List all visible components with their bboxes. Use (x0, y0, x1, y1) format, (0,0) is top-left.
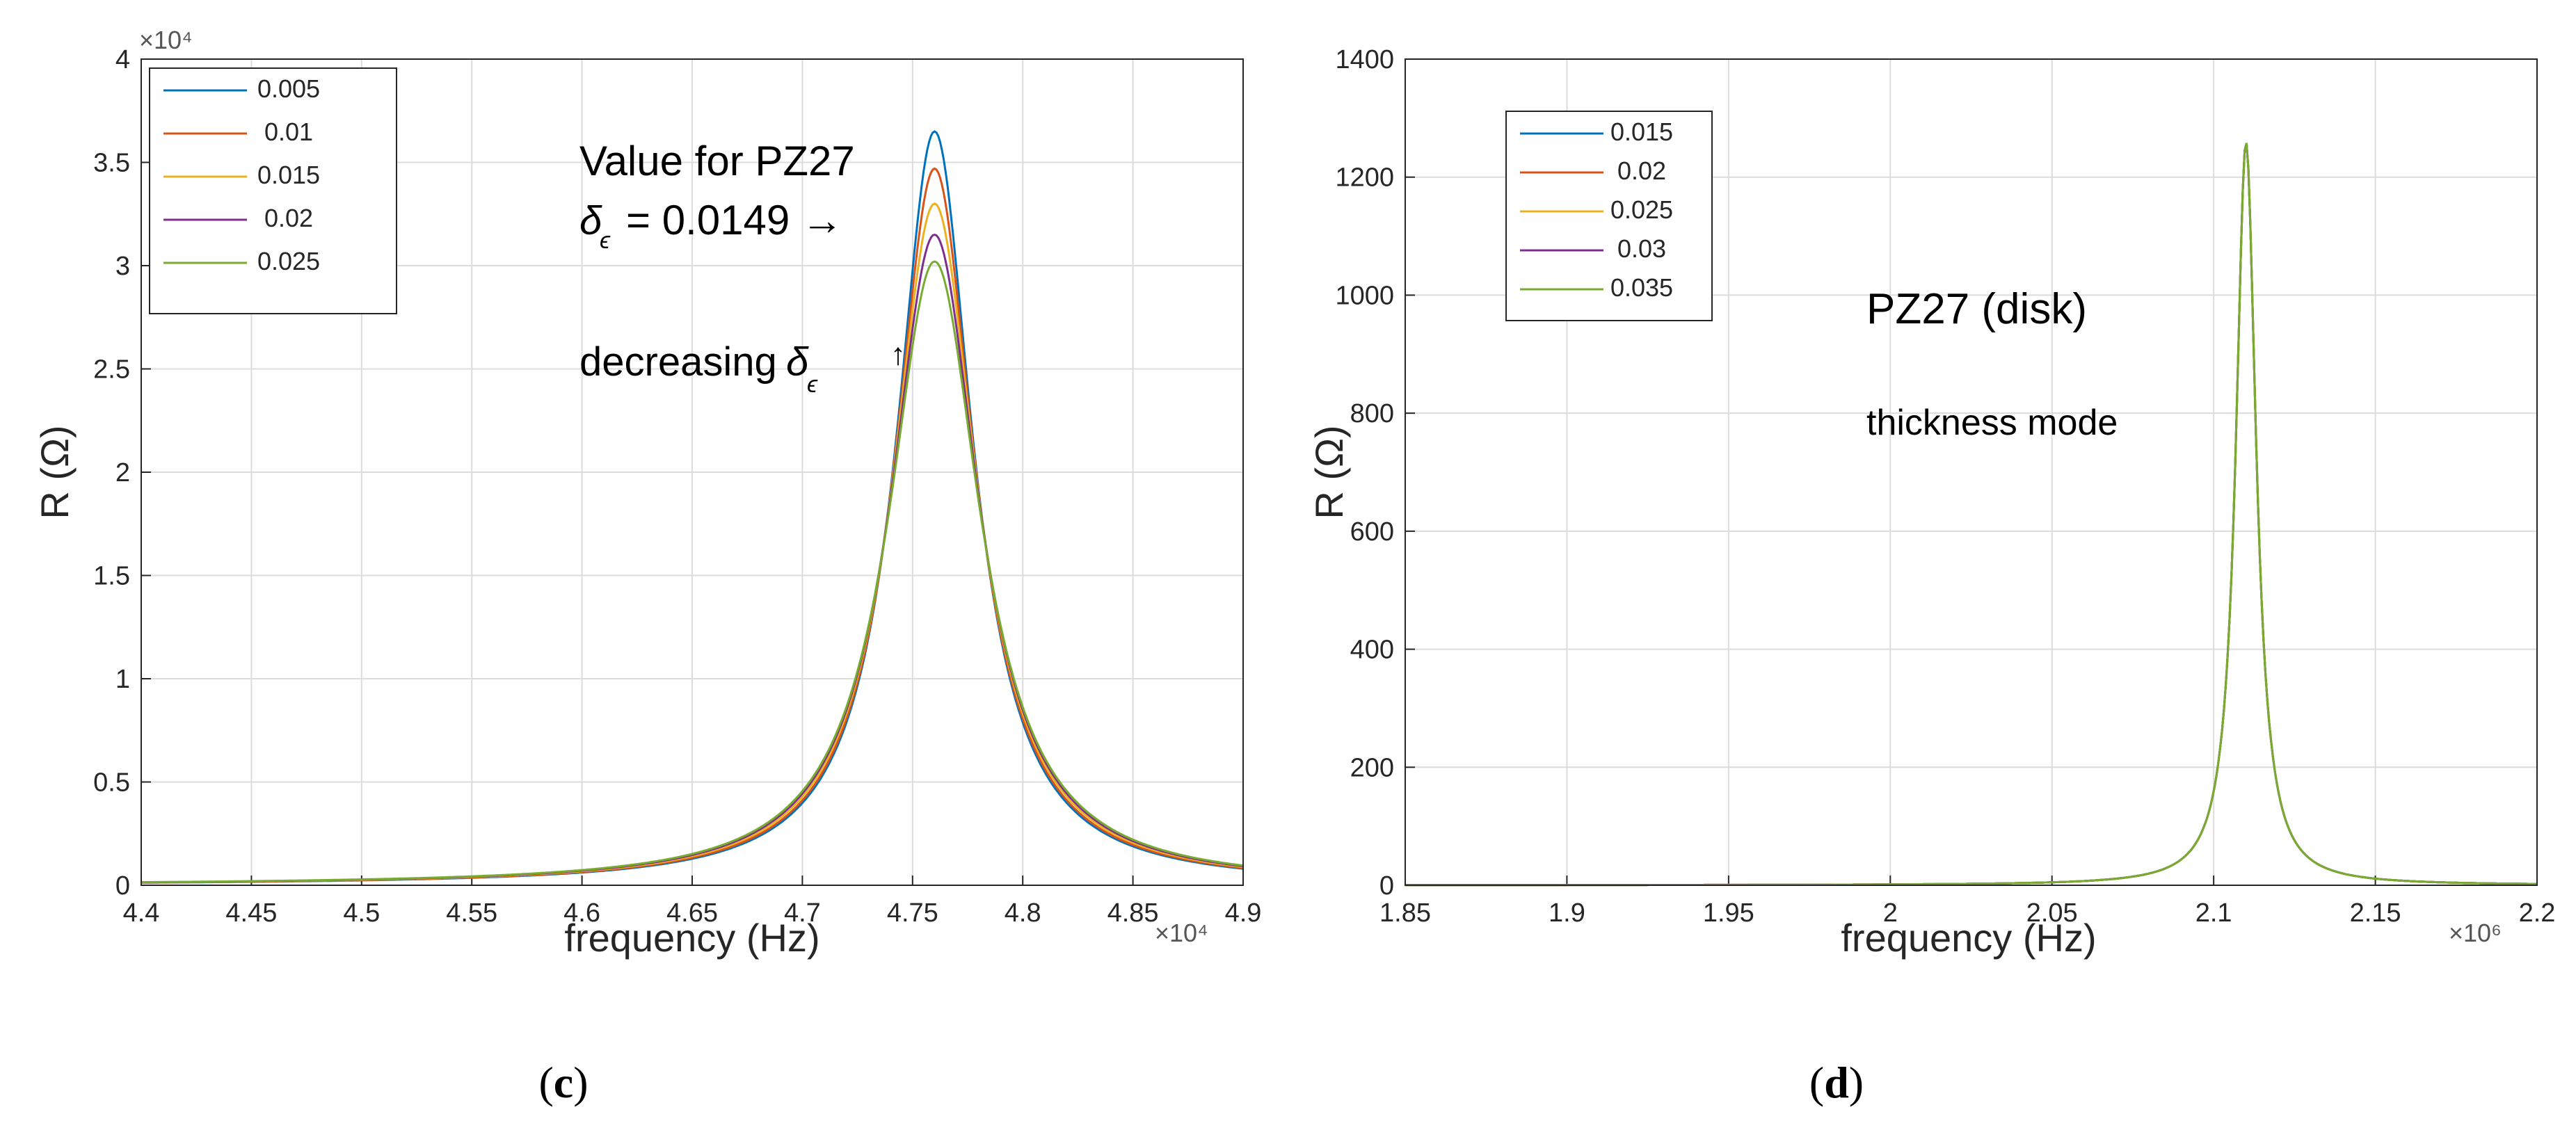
x-tick-label: 1.85 (1379, 898, 1431, 928)
annotation-value-line1: Value for PZ27 (579, 138, 855, 184)
x-tick-label: 4.45 (225, 898, 277, 928)
annotation-epsilon: ϵ (600, 227, 611, 254)
x-tick-label: 4.4 (123, 898, 160, 928)
panel-caption-d: (d) (1809, 1058, 1864, 1107)
legend-box-c (149, 67, 397, 314)
legend-d: 0.015 0.02 0.025 0.03 0.035 (1505, 111, 1713, 321)
annotation-decreasing: decreasing (579, 339, 777, 385)
x-axis-label-d: frequency (Hz) (1841, 916, 2096, 960)
x-tick-label: 2 (1883, 898, 1898, 928)
x-tick-labels-c: 4.4 4.45 4.5 4.55 4.6 4.65 4.7 4.75 4.8 4.85 4.9 (123, 898, 1262, 928)
y-axis-label-c: R (Ω) (33, 425, 77, 519)
y-tick-label: 0.5 (93, 768, 130, 798)
axes-box-d (1405, 58, 2538, 886)
annotation-subtitle-d: thickness mode (1866, 403, 2118, 443)
y-multiplier-c: ×10⁴ (139, 26, 193, 54)
y-tick-label: 600 (1350, 517, 1394, 547)
legend-label: 0.015 (257, 161, 320, 189)
y-tick-label: 2.5 (93, 355, 130, 385)
x-tick-label: 4.5 (343, 898, 380, 928)
x-tick-label: 4.55 (446, 898, 497, 928)
x-axis-label-c: frequency (Hz) (564, 916, 819, 960)
x-tick-label: 4.7 (784, 898, 821, 928)
y-tick-label: 200 (1350, 753, 1394, 782)
x-tick-label: 4.65 (666, 898, 718, 928)
y-axis-label-d: R (Ω) (1307, 425, 1351, 519)
annotation-decreasing-epsilon: ϵ (807, 371, 818, 398)
x-tick-label: 4.9 (1225, 898, 1262, 928)
x-multiplier-c: ×10⁴ (1155, 919, 1208, 947)
y-tick-label: 1200 (1335, 163, 1394, 193)
annotation-title-d: PZ27 (disk) (1866, 285, 2087, 333)
x-multiplier-d: ×10⁶ (2449, 919, 2502, 947)
chart-c: 4.4 4.45 4.5 4.55 4.6 4.65 4.7 4.75 4.8 4.85 4.9 0… (33, 26, 1261, 960)
panel-label-d: d (1824, 1058, 1849, 1107)
y-tick-label: 1000 (1335, 281, 1394, 310)
legend-label: 0.025 (1610, 195, 1673, 224)
legend-label: 0.03 (1617, 234, 1666, 263)
legend-box-d (1505, 111, 1713, 321)
y-tick-label: 0 (115, 871, 130, 901)
annotation-value-line2: = 0.0149 → (626, 197, 843, 243)
y-tick-labels-c: 0 0.5 1 1.5 2 2.5 3 3.5 4 (93, 45, 130, 901)
legend-label: 0.02 (264, 204, 313, 232)
annotation-decreasing-delta: δ (786, 339, 809, 385)
x-tick-label: 2.15 (2350, 898, 2401, 928)
y-tick-label: 3 (115, 252, 130, 281)
grid-c (141, 58, 1244, 886)
series-lines-c (141, 130, 1244, 884)
legend-label: 0.01 (264, 118, 313, 146)
legend-c: 0.005 0.01 0.015 0.02 0.025 (149, 67, 397, 314)
x-tick-labels-d: 1.85 1.9 1.95 2 2.05 2.1 2.15 2.2 (1379, 898, 2555, 928)
chart-d: 1.85 1.9 1.95 2 2.05 2.1 2.15 2.2 0 200 400 600 800… (1307, 45, 2555, 960)
x-tick-label: 1.9 (1549, 898, 1585, 928)
legend-label: 0.015 (1610, 118, 1673, 146)
legend-label: 0.02 (1617, 156, 1666, 185)
y-tick-label: 1.5 (93, 562, 130, 591)
y-tick-labels-d: 0 200 400 600 800 1000 1200 1400 (1335, 45, 1394, 901)
series-line-0.025 (141, 260, 1244, 884)
legend-label: 0.025 (257, 247, 320, 275)
x-tick-label: 2.1 (2195, 898, 2232, 928)
y-tick-label: 2 (115, 458, 130, 487)
y-tick-label: 4 (115, 45, 130, 74)
annotation-arrow: ↑ (890, 337, 906, 371)
x-tick-label: 4.6 (563, 898, 600, 928)
legend-label: 0.035 (1610, 273, 1673, 302)
axes-box-c (141, 58, 1244, 886)
x-tick-label: 4.85 (1107, 898, 1159, 928)
y-tick-label: 1400 (1335, 45, 1394, 74)
y-tick-label: 3.5 (93, 149, 130, 178)
y-tick-label: 0 (1379, 871, 1394, 901)
y-tick-label: 1 (115, 665, 130, 694)
x-tick-label: 4.75 (887, 898, 938, 928)
panel-label-c: c (553, 1058, 574, 1107)
x-tick-label: 1.95 (1703, 898, 1754, 928)
y-tick-label: 400 (1350, 636, 1394, 665)
x-tick-label: 4.8 (1005, 898, 1041, 928)
x-tick-label: 2.05 (2026, 898, 2078, 928)
legend-label: 0.005 (257, 74, 320, 103)
panel-caption-c: (c) (538, 1058, 589, 1107)
y-tick-label: 800 (1350, 399, 1394, 428)
annotation-delta: δ (579, 198, 602, 243)
x-tick-label: 2.2 (2519, 898, 2556, 928)
